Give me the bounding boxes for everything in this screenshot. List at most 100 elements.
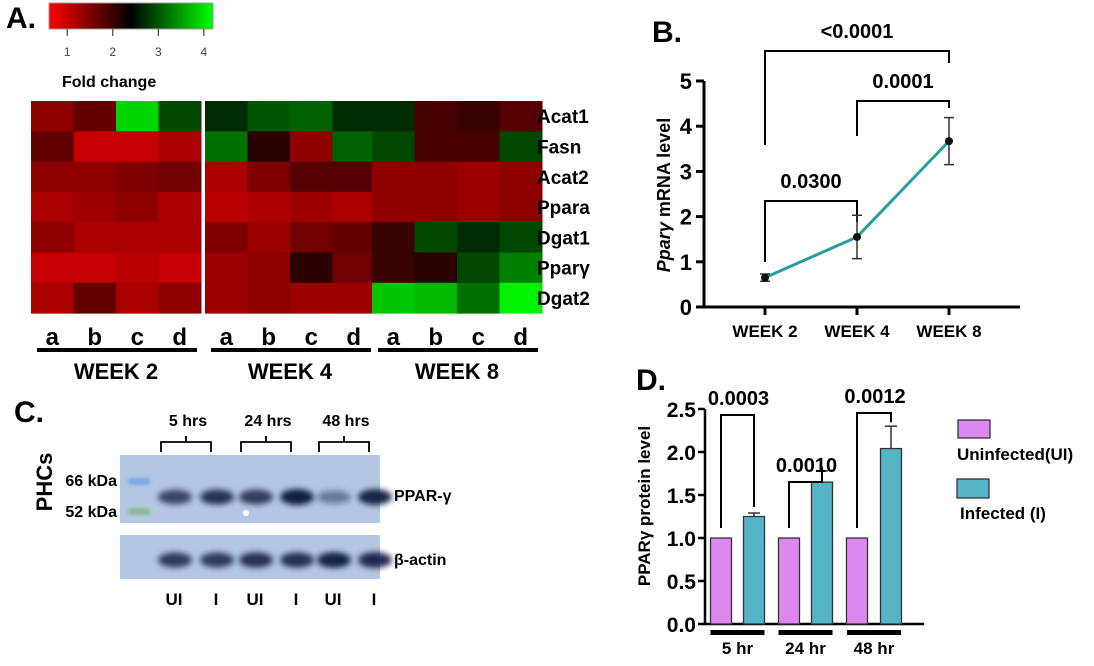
group-underline	[211, 348, 371, 352]
heatmap-cell	[457, 131, 500, 163]
x-tick-label: 5 hr	[722, 639, 754, 658]
column-label: c	[305, 324, 318, 351]
significance-bracket	[788, 466, 823, 528]
heatmap-cell	[205, 131, 248, 163]
heatmap-cell	[332, 101, 376, 132]
time-group-label: 5 hrs	[169, 413, 207, 430]
panel-label-c: C.	[14, 396, 44, 429]
lane-label: UI	[247, 590, 264, 609]
heatmap-cell	[31, 252, 74, 284]
heatmap-cell	[247, 161, 291, 193]
heatmap-cell	[116, 282, 159, 314]
heatmap-cell	[73, 191, 117, 223]
heatmap-cell	[247, 191, 291, 223]
heatmap-cell	[247, 252, 291, 284]
time-group-label: 48 hrs	[322, 413, 369, 430]
heatmap-cell	[290, 252, 333, 284]
protein-band-beta-actin	[317, 552, 351, 568]
heatmap-cell	[332, 222, 376, 253]
column-label: a	[46, 324, 60, 351]
colorbar-tick-label: 1	[64, 45, 71, 59]
ladder-band-52	[128, 508, 150, 515]
p-value-label: 0.0012	[844, 386, 905, 408]
heatmap-cell	[158, 161, 202, 193]
heatmap-cell	[158, 222, 202, 253]
y-axis-label: PPARγ protein level	[635, 426, 654, 586]
column-label: b	[261, 324, 276, 351]
heatmap-cell	[499, 131, 543, 163]
y-tick-label: 0.0	[667, 614, 696, 637]
blot-ppar-gamma	[120, 455, 380, 523]
group-label: WEEK 4	[248, 359, 333, 384]
heatmap-cell	[414, 131, 458, 163]
p-value-label: 0.0300	[780, 171, 841, 193]
heatmap-cell	[372, 252, 415, 284]
bar	[742, 515, 766, 625]
colorbar-gradient	[48, 2, 214, 30]
protein-band-ppar-gamma	[358, 489, 392, 505]
y-tick-label: 2.0	[667, 442, 696, 465]
heatmap-cell	[205, 252, 248, 284]
protein-band-beta-actin	[200, 552, 234, 568]
heatmap-cell	[116, 131, 159, 163]
heatmap-cell	[499, 101, 543, 132]
heatmap-cell	[290, 101, 333, 132]
significance-bracket	[764, 200, 858, 262]
heatmap-cell	[31, 222, 74, 253]
x-tick-label: 48 hr	[854, 639, 895, 658]
lane-label: I	[372, 590, 377, 609]
protein-band-ppar-gamma	[239, 489, 273, 505]
heatmap-cell	[499, 161, 543, 193]
heatmap-cell	[457, 252, 500, 284]
time-group-label: 24 hrs	[244, 413, 291, 430]
group-underline	[778, 630, 833, 635]
column-label: a	[387, 324, 401, 351]
heatmap-cell	[31, 282, 74, 314]
colorbar-tick-label: 2	[109, 45, 116, 59]
heatmap-cell	[332, 131, 376, 163]
group-underline	[378, 348, 538, 352]
significance-bracket	[720, 414, 755, 528]
heatmap-cell	[457, 161, 500, 193]
y-tick-label: 1.0	[667, 528, 696, 551]
line-chart-panel: 0 1 2 3 4 5 WEEK 2 WEEK 4 WEEK 8 0.0300 0.0001 <0.…	[654, 21, 1020, 341]
heatmap-cell	[372, 101, 415, 132]
group-underline	[37, 348, 197, 352]
blot-label-ppar-gamma: PPAR-γ	[394, 488, 452, 505]
heatmap-cell	[73, 101, 117, 132]
column-label: b	[87, 324, 102, 351]
x-tick-label: WEEK 4	[824, 322, 890, 341]
heatmap-cell	[414, 161, 458, 193]
heatmap-cell	[205, 282, 248, 314]
bar	[709, 537, 733, 625]
panel-label-b: B.	[652, 16, 682, 49]
heatmap-cell	[73, 161, 117, 193]
heatmap-cell	[414, 101, 458, 132]
panel-label-a: A.	[6, 2, 36, 35]
heatmap-cell	[332, 282, 376, 314]
row-label: Pparγ	[537, 259, 590, 280]
bar	[810, 481, 834, 625]
heatmap-cell	[116, 222, 159, 253]
row-label: Ppara	[537, 198, 590, 219]
heatmap-cell	[499, 191, 543, 223]
p-value-label: 0.0010	[776, 455, 837, 477]
heatmap-cell	[457, 222, 500, 253]
y-tick-label: 1.5	[667, 485, 697, 508]
protein-band-beta-actin	[358, 552, 392, 568]
significance-bracket	[856, 100, 950, 136]
heatmap-cell	[414, 282, 458, 314]
p-value-label: <0.0001	[821, 21, 894, 43]
heatmap-cell	[457, 191, 500, 223]
protein-band-ppar-gamma	[280, 489, 314, 505]
heatmap-cell	[332, 252, 376, 284]
heatmap-cell	[372, 282, 415, 314]
bar-chart-panel: 0.0 0.5 1.0 1.5 2.0 2.5 0.0003 0.0010 0.0012 5 …	[635, 386, 1073, 658]
protein-band-beta-actin	[158, 552, 192, 568]
colorbar-label: Fold change	[62, 74, 156, 91]
y-tick-label: 0.5	[667, 571, 697, 594]
group-label: WEEK 8	[415, 359, 499, 384]
p-value-label: 0.0003	[708, 388, 769, 410]
protein-band-ppar-gamma	[317, 490, 351, 504]
group-underline	[847, 630, 901, 635]
